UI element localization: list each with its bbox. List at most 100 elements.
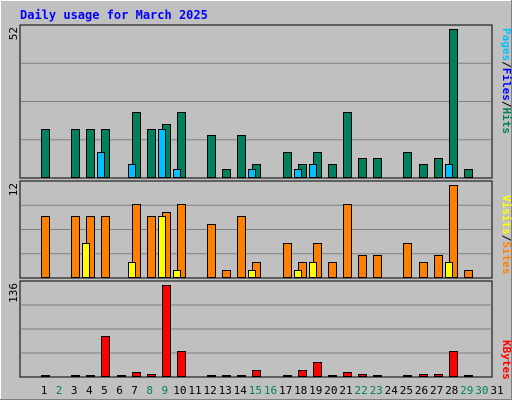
day-label-15: 15 [249,384,262,397]
kbytes-bar-day-27 [434,374,443,377]
day-label-8: 8 [146,384,153,397]
hits-panel: 52 [7,24,493,179]
kbytes-legend: KBytes [500,340,512,380]
kbytes-bar-day-5 [101,336,110,377]
kbytes-bar-day-10 [177,351,186,377]
hits-bar-day-12 [207,135,216,178]
pages-bar-day-15 [248,169,256,178]
legend-item-files-0: Files [500,68,512,101]
legend-item-hits-0: Hits [500,108,512,135]
day-label-18: 18 [294,384,307,397]
hits-max-label: 52 [7,27,20,40]
hits-bar-day-25 [403,152,412,178]
pages-bar-day-19 [309,164,317,178]
legend-item-slash-1: / [500,235,512,242]
visits-bar-day-7 [128,262,136,278]
day-label-13: 13 [219,384,232,397]
day-label-7: 7 [131,384,138,397]
visits-bar-day-9 [158,216,166,278]
day-label-29: 29 [460,384,473,397]
hits-bar-day-8 [147,129,156,178]
day-label-14: 14 [234,384,248,397]
day-label-16: 16 [264,384,277,397]
hits-bar-day-7 [132,112,141,178]
day-label-4: 4 [86,384,93,397]
kbytes-bar-day-6 [117,375,126,377]
kbytes-bar-day-25 [403,375,412,377]
sites-bar-day-25 [403,243,412,278]
kbytes-panel: 136 [7,280,493,378]
sites-visits-legend: Visits/Sites [500,195,512,275]
sites-bar-day-7 [132,204,141,278]
kbytes-bar-day-7 [132,372,141,377]
sites-bar-day-12 [207,224,216,278]
visits-bar-day-28 [445,262,453,278]
hits-bar-day-1 [41,129,50,178]
sites-bar-day-27 [434,255,443,278]
day-label-11: 11 [188,384,201,397]
hits-bar-day-23 [373,158,382,178]
legend-item-visits-1: Visits [500,195,512,235]
hits-bar-day-14 [237,135,246,178]
legend-item-sites-1: Sites [500,241,512,274]
day-label-26: 26 [415,384,428,397]
day-label-22: 22 [354,384,367,397]
pages-bar-day-28 [445,164,453,178]
visits-bar-day-19 [309,262,317,278]
kbytes-bar-day-23 [373,375,382,377]
day-label-31: 31 [490,384,503,397]
kbytes-bar-day-22 [358,374,367,377]
kbytes-bar-day-19 [313,362,322,377]
sites-bar-day-26 [419,262,428,278]
hits-bar-day-17 [283,152,292,178]
hits-bar-day-4 [86,129,95,178]
sites-bar-day-1 [41,216,50,278]
kbytes-max-label: 136 [7,283,20,303]
sites-bar-day-28 [449,185,458,278]
sites-panel: 12 [7,180,493,279]
day-labels: 1 2 3 4 5 6 7 8 9 10 11 12 13 14 15 16 17 18 19 20 21 22 23 24 2… [41,384,504,397]
kbytes-bar-day-20 [328,375,337,377]
kbytes-bar-day-17 [283,375,292,377]
kbytes-bar-day-26 [419,374,428,377]
kbytes-bar-day-12 [207,375,216,377]
sites-bar-day-20 [328,262,337,278]
sites-bar-day-13 [222,270,231,278]
hits-bar-day-20 [328,164,337,178]
pages-bar-day-18 [294,169,302,178]
hits-bar-day-27 [434,158,443,178]
day-label-10: 10 [173,384,186,397]
hits-bar-day-13 [222,169,231,178]
pages-bar-day-9 [158,129,166,178]
kbytes-bar-day-13 [222,375,231,377]
sites-bar-day-17 [283,243,292,278]
day-label-23: 23 [370,384,383,397]
kbytes-bar-day-4 [86,375,95,377]
chart-title: Daily usage for March 2025 [20,8,208,22]
day-label-2: 2 [56,384,63,397]
legend-item-slash-0: / [500,61,512,68]
visits-bar-day-4 [82,243,90,278]
day-label-6: 6 [116,384,123,397]
day-label-12: 12 [203,384,216,397]
visits-bar-day-15 [248,270,256,278]
pages-bar-day-10 [173,169,181,178]
day-label-21: 21 [339,384,352,397]
day-label-20: 20 [324,384,337,397]
legend-text-1: Visits/Sites [500,195,512,275]
kbytes-bar-day-14 [237,375,246,377]
kbytes-bar-day-1 [41,375,50,377]
legend-item-slash-0: / [500,101,512,108]
hits-bar-day-22 [358,158,367,178]
day-label-27: 27 [430,384,443,397]
visits-bar-day-10 [173,270,181,278]
kbytes-bar-day-9 [162,285,171,377]
kbytes-bar-day-28 [449,351,458,377]
day-label-17: 17 [279,384,292,397]
sites-bar-day-14 [237,216,246,278]
sites-bar-day-8 [147,216,156,278]
day-label-19: 19 [309,384,322,397]
hits-bar-day-21 [343,112,352,178]
pages-bar-day-7 [128,164,136,178]
